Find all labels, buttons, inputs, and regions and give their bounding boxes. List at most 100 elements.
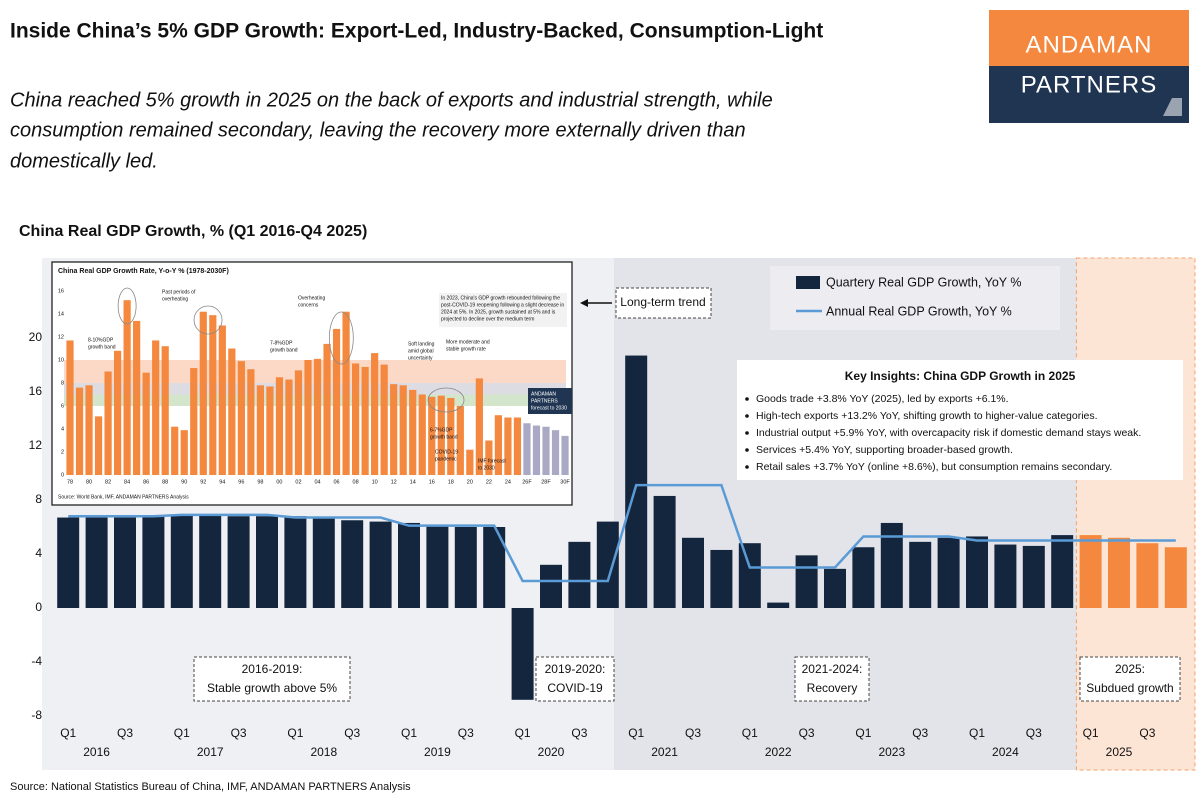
inset-bar xyxy=(371,353,379,475)
x-tick-label: Q3 xyxy=(571,726,587,740)
inset-x-tick-label: 06 xyxy=(333,479,339,485)
bar xyxy=(426,525,449,608)
inset-annotation: forecast to 2030 xyxy=(531,405,567,411)
x-tick-label: Q3 xyxy=(1026,726,1042,740)
inset-highlight xyxy=(117,287,137,325)
bar xyxy=(568,541,591,608)
inset-bar xyxy=(75,387,84,475)
inset-x-tick-label: 22 xyxy=(486,479,492,485)
x-tick-label: Q3 xyxy=(1139,726,1155,740)
inset-y-tick-label: 10 xyxy=(58,357,64,363)
y-tick-label: 20 xyxy=(29,330,43,344)
inset-bar xyxy=(542,426,550,475)
inset-bar xyxy=(513,417,522,475)
legend-swatch xyxy=(796,276,820,289)
inset-bar xyxy=(228,348,236,475)
bar xyxy=(795,555,818,608)
inset-bar xyxy=(551,430,560,475)
inset-x-tick-label: 14 xyxy=(410,479,416,485)
inset-annotation: COVID-19 xyxy=(435,449,458,455)
inset-bar xyxy=(437,395,445,475)
inset-x-tick-label: 12 xyxy=(391,479,397,485)
bar xyxy=(1136,543,1159,608)
inset-bar xyxy=(218,325,226,475)
inset-annotation: to 2030 xyxy=(478,465,495,471)
inset-bar xyxy=(294,370,303,475)
period-label: COVID-19 xyxy=(547,681,603,695)
inset-annotation: Soft landing xyxy=(408,341,435,347)
bar xyxy=(625,355,648,608)
bar xyxy=(1079,535,1102,608)
inset-annotation: growth band xyxy=(430,434,458,440)
x-tick-label: Q1 xyxy=(60,726,76,740)
inset-x-tick-label: 80 xyxy=(86,479,92,485)
year-label: 2018 xyxy=(310,745,337,759)
y-tick-label: -8 xyxy=(31,708,42,722)
inset-x-tick-label: 00 xyxy=(276,479,282,485)
bar xyxy=(284,516,307,608)
inset-annotation: uncertainty xyxy=(408,355,433,361)
callout-arrowhead xyxy=(580,299,588,307)
year-label: 2025 xyxy=(1106,745,1133,759)
period-label: 2025: xyxy=(1115,662,1145,676)
inset-bar xyxy=(485,440,493,475)
bar xyxy=(852,547,875,608)
bar xyxy=(909,541,932,608)
y-tick-label: 4 xyxy=(35,546,42,560)
inset-bar xyxy=(133,320,141,475)
bar xyxy=(256,516,278,608)
inset-x-tick-label: 24 xyxy=(505,479,511,485)
bar xyxy=(483,527,506,608)
y-tick-label: 12 xyxy=(29,438,43,452)
x-tick-label: Q3 xyxy=(912,726,928,740)
period-label: 2019-2020: xyxy=(545,662,606,676)
period-box xyxy=(535,656,615,702)
x-tick-label: Q1 xyxy=(515,726,531,740)
year-label: 2024 xyxy=(992,745,1019,759)
inset-bar xyxy=(475,378,483,475)
inset-bar xyxy=(399,385,407,475)
inset-note-box xyxy=(439,293,567,327)
inset-annotation: growth band xyxy=(88,344,116,350)
bar xyxy=(1108,537,1130,608)
legend-label: Annual Real GDP Growth, YoY % xyxy=(826,304,1012,318)
inset-annotation: pandemic xyxy=(435,456,457,462)
inset-bar xyxy=(466,449,474,475)
bar xyxy=(511,608,534,700)
inset-y-tick-label: 8 xyxy=(61,380,64,386)
inset-bar xyxy=(209,315,217,475)
inset-bar xyxy=(447,397,455,475)
period-label: 2021-2024: xyxy=(802,662,863,676)
inset-bar xyxy=(361,366,369,475)
inset-x-tick-label: 02 xyxy=(295,479,301,485)
subtitle-line: domestically led. xyxy=(10,150,158,172)
year-label: 2023 xyxy=(878,745,905,759)
inset-annotation: More moderate and xyxy=(446,339,490,345)
inset-x-tick-label: 86 xyxy=(143,479,149,485)
inset-bar xyxy=(285,379,293,475)
inset-bar xyxy=(561,435,569,475)
legend-label: Quartery Real GDP Growth, YoY % xyxy=(826,275,1021,289)
bar xyxy=(767,602,790,608)
inset-bar xyxy=(104,371,112,475)
inset-bar xyxy=(161,346,169,475)
inset-bar xyxy=(352,363,360,475)
x-tick-label: Q3 xyxy=(231,726,247,740)
inset-x-tick-label: 96 xyxy=(238,479,244,485)
callout-box xyxy=(615,287,712,319)
inset-x-tick-label: 20 xyxy=(467,479,473,485)
inset-highlight xyxy=(427,387,465,413)
period-label: 2016-2019: xyxy=(242,662,303,676)
inset-annotation: amid global xyxy=(408,348,434,354)
bar xyxy=(682,537,704,608)
year-label: 2022 xyxy=(765,745,792,759)
inset-bar xyxy=(418,394,426,475)
inset-highlight xyxy=(193,305,223,335)
inset-x-tick-label: 18 xyxy=(448,479,454,485)
bar xyxy=(398,522,420,608)
bar xyxy=(880,522,903,608)
inset-bar xyxy=(275,377,284,475)
year-label: 2017 xyxy=(197,745,224,759)
x-tick-label: Q1 xyxy=(628,726,644,740)
inset-y-tick-label: 16 xyxy=(58,288,64,294)
